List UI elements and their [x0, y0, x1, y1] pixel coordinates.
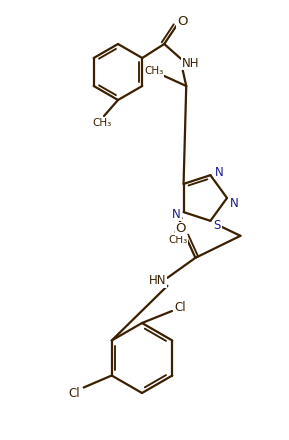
Text: HN: HN [149, 274, 166, 287]
Text: CH₃: CH₃ [144, 66, 164, 76]
Text: S: S [214, 219, 221, 232]
Text: Cl: Cl [174, 301, 186, 313]
Text: N: N [215, 166, 224, 179]
Text: O: O [177, 15, 188, 27]
Text: N: N [230, 197, 238, 209]
Text: NH: NH [181, 56, 199, 70]
Text: Cl: Cl [68, 387, 79, 400]
Text: O: O [175, 222, 186, 235]
Text: N: N [172, 208, 181, 220]
Text: CH₃: CH₃ [92, 118, 112, 128]
Text: CH₃: CH₃ [168, 235, 187, 245]
